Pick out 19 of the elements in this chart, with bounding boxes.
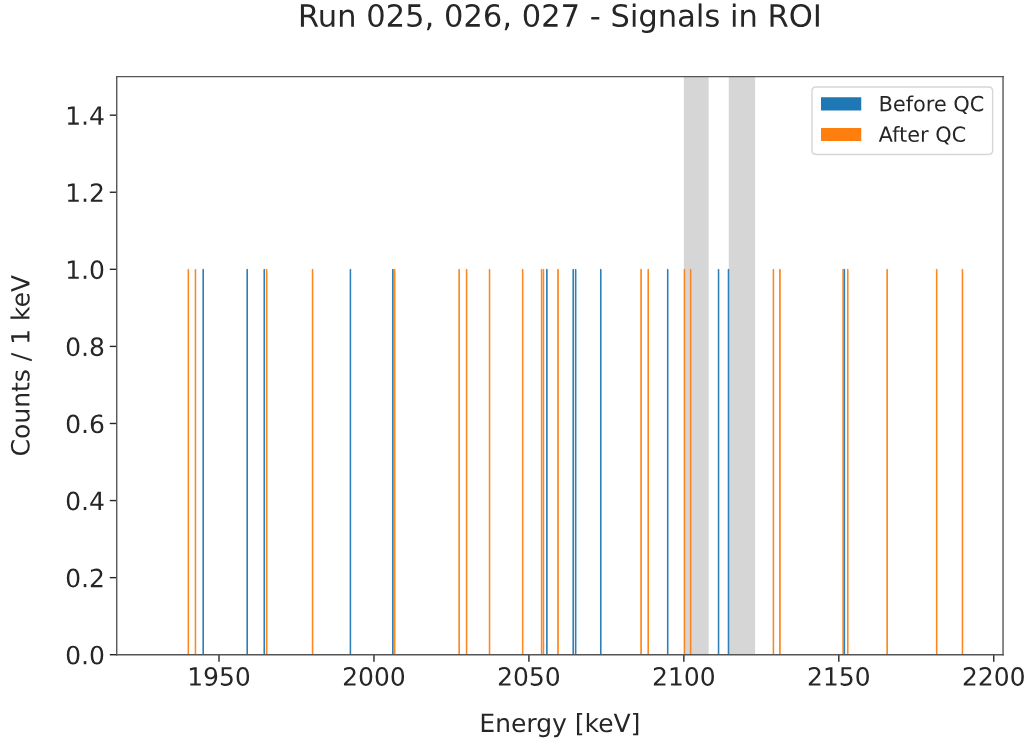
y-tick-label: 0.8 (66, 337, 104, 357)
chart-title: Run 025, 026, 027 - Signals in ROI (300, 3, 819, 33)
x-tick-label: 2150 (808, 666, 869, 686)
x-tick-label: 2200 (963, 666, 1024, 686)
x-tick-label: 1950 (189, 666, 250, 686)
x-tick-label: 2100 (653, 666, 714, 686)
legend-label: Before QC (880, 95, 984, 114)
x-axis-title: Energy [keV] (481, 712, 639, 738)
y-tick-label: 0.4 (66, 491, 104, 511)
y-tick-label: 0.2 (66, 568, 103, 588)
y-tick-label: 1.0 (67, 260, 104, 280)
y-tick-label: 0.0 (66, 645, 104, 665)
y-tick-label: 1.4 (67, 106, 104, 125)
y-axis-title: Counts / 1 keV (10, 275, 32, 456)
x-tick-label: 2000 (343, 666, 405, 686)
y-tick-label: 1.2 (67, 183, 103, 202)
x-tick-label: 2050 (498, 666, 560, 686)
legend-label: After QC (878, 125, 966, 145)
y-tick-label: 0.6 (66, 414, 104, 434)
